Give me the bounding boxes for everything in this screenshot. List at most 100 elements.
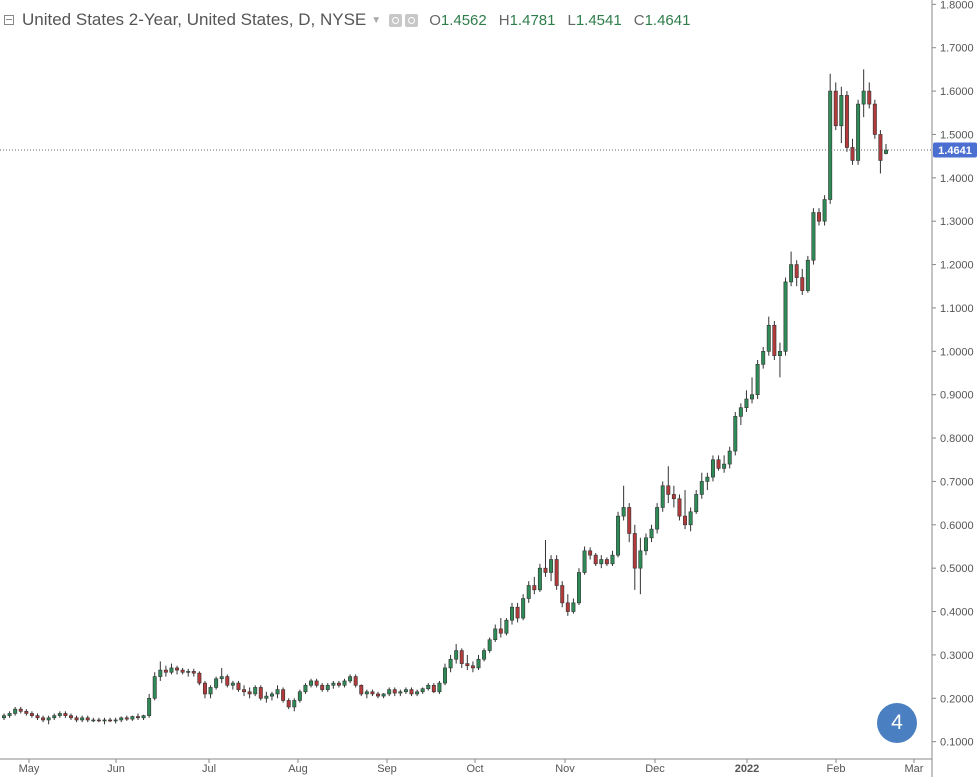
x-axis-ticks: May Jun Jul Aug Sep Oct Nov Dec 2022 Feb Mar bbox=[19, 759, 924, 775]
visibility-icon[interactable] bbox=[389, 13, 403, 27]
candle bbox=[498, 618, 503, 638]
candle-body bbox=[755, 364, 760, 395]
candle-body bbox=[258, 687, 263, 699]
candle bbox=[46, 715, 51, 725]
candle bbox=[744, 390, 749, 413]
candle-body bbox=[191, 671, 196, 674]
y-tick-label: 0.7000 bbox=[940, 476, 974, 488]
y-tick-label: 1.8000 bbox=[940, 0, 974, 11]
candle-body bbox=[649, 528, 654, 539]
candle bbox=[253, 685, 258, 697]
candle-body bbox=[336, 682, 341, 686]
candle-body bbox=[655, 507, 660, 530]
candle-body bbox=[147, 697, 152, 716]
candle bbox=[582, 546, 587, 575]
candle-body bbox=[415, 691, 420, 695]
candle bbox=[833, 82, 838, 131]
settings-icon[interactable] bbox=[405, 13, 419, 27]
candle bbox=[91, 717, 96, 723]
candle-body bbox=[353, 676, 358, 686]
candle-body bbox=[331, 682, 336, 686]
candle-body bbox=[130, 716, 135, 720]
x-tick-label: Jun bbox=[107, 763, 125, 775]
candle bbox=[152, 672, 157, 701]
candle bbox=[331, 680, 336, 689]
candle bbox=[376, 691, 380, 699]
candle bbox=[493, 624, 498, 642]
y-tick-label: 0.9000 bbox=[940, 390, 974, 402]
chevron-down-icon[interactable]: ▼ bbox=[371, 14, 382, 26]
candle-body bbox=[833, 90, 838, 127]
symbol-title[interactable]: United States 2-Year, United States, D, … bbox=[22, 10, 367, 29]
candle bbox=[861, 69, 866, 118]
candle-body bbox=[225, 676, 230, 686]
candle-body bbox=[52, 715, 57, 719]
candle-body bbox=[381, 693, 386, 697]
candle-body bbox=[515, 606, 520, 619]
candle-body bbox=[777, 351, 782, 356]
y-tick-label: 1.6000 bbox=[940, 86, 974, 98]
candle-body bbox=[560, 585, 565, 604]
candle bbox=[671, 485, 676, 508]
candle bbox=[710, 455, 715, 482]
candle bbox=[604, 557, 609, 566]
candle bbox=[537, 563, 542, 593]
y-tick-label: 0.1000 bbox=[940, 737, 974, 749]
y-tick-label: 1.3000 bbox=[940, 216, 974, 228]
candle bbox=[219, 667, 224, 684]
x-tick-label: Sep bbox=[377, 763, 397, 775]
candle-body bbox=[604, 559, 609, 565]
close-value: C1.4641 bbox=[633, 11, 691, 29]
y-tick-label: 1.0000 bbox=[940, 346, 974, 358]
candle bbox=[850, 138, 855, 165]
candle-body bbox=[247, 691, 252, 695]
notification-badge[interactable]: 4 bbox=[877, 703, 917, 743]
candle bbox=[454, 644, 459, 664]
y-tick-label: 0.2000 bbox=[940, 693, 974, 705]
candle bbox=[292, 698, 297, 712]
candle-body bbox=[744, 398, 749, 408]
candle bbox=[800, 268, 805, 295]
candle-body bbox=[571, 602, 576, 612]
candle-body bbox=[269, 693, 274, 697]
candle bbox=[588, 547, 593, 560]
y-tick-label: 1.2000 bbox=[940, 260, 974, 272]
candle bbox=[750, 377, 755, 404]
candle-body bbox=[180, 669, 185, 673]
candle-body bbox=[487, 639, 492, 651]
candle-body bbox=[844, 95, 849, 148]
candle-body bbox=[839, 95, 844, 127]
y-tick-label: 1.7000 bbox=[940, 43, 974, 55]
y-tick-label: 0.5000 bbox=[940, 563, 974, 575]
candle-body bbox=[867, 90, 872, 105]
candle bbox=[353, 674, 358, 688]
x-tick-label: Dec bbox=[645, 763, 665, 775]
candle-body bbox=[872, 103, 877, 135]
y-tick-label: 0.6000 bbox=[940, 520, 974, 532]
candle bbox=[627, 503, 632, 543]
candle bbox=[878, 130, 883, 174]
low-value: L1.4541 bbox=[567, 11, 622, 29]
candle-body bbox=[69, 715, 73, 719]
candle bbox=[147, 693, 152, 718]
candle-body bbox=[46, 717, 51, 721]
candle bbox=[766, 316, 771, 356]
candle bbox=[621, 485, 626, 521]
candle-body bbox=[18, 708, 23, 712]
candle bbox=[342, 678, 347, 688]
candle bbox=[571, 598, 576, 614]
x-tick-label: Nov bbox=[555, 763, 575, 775]
candle-body bbox=[733, 416, 738, 452]
ohlc-values: O1.4562 H1.4781 L1.4541 C1.4641 bbox=[429, 12, 690, 29]
candle bbox=[565, 594, 570, 616]
candle bbox=[683, 490, 688, 530]
candle bbox=[443, 663, 447, 686]
candle bbox=[314, 678, 319, 688]
collapse-legend-icon[interactable] bbox=[4, 15, 14, 25]
candle bbox=[722, 455, 727, 473]
candle-body bbox=[80, 717, 85, 721]
candle-body bbox=[621, 507, 626, 517]
candle-body bbox=[789, 264, 794, 283]
candle bbox=[297, 689, 302, 703]
